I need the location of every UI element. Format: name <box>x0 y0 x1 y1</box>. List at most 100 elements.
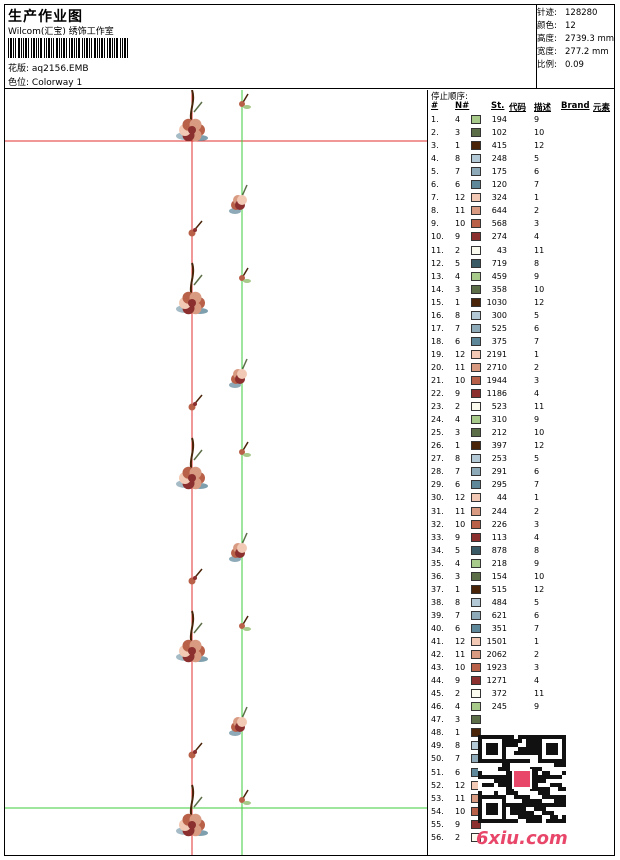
stop-row-index: 37. <box>431 584 444 594</box>
stop-row-stitches: 1030 <box>486 297 507 307</box>
stop-row-stitches: 375 <box>491 336 507 346</box>
stop-row-needle: 2 <box>455 245 461 255</box>
color-swatch <box>471 336 481 346</box>
stop-row-desc: 10 <box>534 571 545 581</box>
large-flower-motif <box>176 90 208 142</box>
stop-row-index: 25. <box>431 428 444 438</box>
stop-row-needle: 10 <box>455 806 466 816</box>
color-swatch <box>471 610 481 620</box>
col-stitches: St. <box>491 101 505 111</box>
pattern-file-line: 花版: aq2156.EMB <box>8 61 89 74</box>
stop-row-desc: 9 <box>534 415 540 425</box>
stop-row-needle: 11 <box>455 650 466 660</box>
colorway-label: 色位: <box>8 78 30 88</box>
header-spec-panel <box>536 4 615 89</box>
stop-row-desc: 10 <box>534 428 545 438</box>
stop-row-needle: 8 <box>455 154 461 164</box>
stop-row-stitches: 245 <box>491 702 507 712</box>
color-swatch <box>471 167 481 177</box>
stop-row-stitches: 43 <box>496 245 507 255</box>
stop-row-index: 20. <box>431 362 444 372</box>
stop-row-stitches: 244 <box>491 506 507 516</box>
color-swatch <box>471 637 481 646</box>
stop-row-desc: 10 <box>534 128 545 138</box>
stop-row-index: 45. <box>431 689 444 699</box>
stop-row-needle: 10 <box>455 663 466 673</box>
colorway-value: Colorway 1 <box>31 78 83 88</box>
color-swatch <box>471 663 481 673</box>
stop-row-index: 6. <box>431 180 439 190</box>
color-swatch <box>471 689 481 699</box>
side-flower-motif <box>229 358 248 388</box>
color-swatch <box>471 154 481 164</box>
stop-row-needle: 8 <box>455 597 461 607</box>
stop-row-needle: 12 <box>455 349 466 359</box>
stop-row-index: 10. <box>431 232 444 242</box>
stop-row-needle: 1 <box>455 441 461 451</box>
stop-row-needle: 6 <box>455 767 461 777</box>
header-info-panel <box>4 4 537 89</box>
stop-row-needle: 3 <box>455 284 461 294</box>
stop-row-stitches: 2710 <box>486 362 507 372</box>
stop-row-index: 33. <box>431 532 444 542</box>
stop-row-needle: 11 <box>455 793 466 803</box>
color-swatch <box>471 441 481 451</box>
stop-row-stitches: 310 <box>491 415 507 425</box>
stop-row-index: 26. <box>431 441 444 451</box>
stop-row-needle: 2 <box>455 689 461 699</box>
color-swatch <box>471 141 481 151</box>
small-sprig-motif <box>188 394 203 411</box>
stop-row-index: 38. <box>431 597 444 607</box>
stop-row-index: 56. <box>431 832 444 842</box>
stop-row-stitches: 120 <box>491 180 507 190</box>
stop-row-needle: 6 <box>455 180 461 190</box>
company-name: Wilcom(汇宝) 绣饰工作室 <box>8 27 114 37</box>
stop-row-stitches: 295 <box>491 480 507 490</box>
color-swatch <box>471 728 481 738</box>
stop-row-index: 52. <box>431 780 444 790</box>
spec-width: 宽度: 277.2 mm <box>537 47 609 57</box>
stop-row-desc: 5 <box>534 597 540 607</box>
stop-row-index: 2. <box>431 128 439 138</box>
color-swatch <box>471 623 481 633</box>
stop-row-stitches: 415 <box>491 141 507 151</box>
stop-row-index: 51. <box>431 767 444 777</box>
stop-row-desc: 8 <box>534 545 540 555</box>
color-swatch <box>471 676 481 686</box>
color-swatch <box>471 115 481 124</box>
stop-row-index: 16. <box>431 310 444 320</box>
stop-row-needle: 3 <box>455 715 461 725</box>
stop-row-desc: 4 <box>534 232 540 242</box>
stop-row-index: 29. <box>431 480 444 490</box>
stop-row-desc: 9 <box>534 115 540 124</box>
stop-row-stitches: 274 <box>491 232 507 242</box>
stop-row-stitches: 154 <box>491 571 507 581</box>
stop-row-index: 7. <box>431 193 439 203</box>
large-flower-motif <box>176 610 208 663</box>
stop-row-desc: 9 <box>534 558 540 568</box>
stop-row-needle: 7 <box>455 754 461 764</box>
col-element: 元素 <box>593 103 611 113</box>
large-flower-motif <box>176 784 208 837</box>
col-number: N# <box>455 101 470 111</box>
spec-colors: 颜色: 12 <box>537 21 576 31</box>
stop-row-index: 50. <box>431 754 444 764</box>
colorway-line: 色位: Colorway 1 <box>8 75 82 88</box>
col-desc: 描述 <box>534 103 552 113</box>
spec-height: 高度: 2739.3 mm <box>537 34 615 44</box>
stop-row-index: 34. <box>431 545 444 555</box>
stop-row-desc: 1 <box>534 637 540 646</box>
stop-row-index: 43. <box>431 663 444 673</box>
stop-row-needle: 5 <box>455 545 461 555</box>
color-swatch <box>471 219 481 229</box>
stop-row-needle: 12 <box>455 637 466 646</box>
stop-row-index: 46. <box>431 702 444 712</box>
stop-row-needle: 12 <box>455 493 466 503</box>
stop-row-needle: 12 <box>455 780 466 790</box>
color-swatch <box>471 362 481 372</box>
color-swatch <box>471 454 481 464</box>
stop-row-stitches: 515 <box>491 584 507 594</box>
stop-row-needle: 6 <box>455 480 461 490</box>
stop-row-needle: 4 <box>455 115 461 124</box>
stop-row-desc: 3 <box>534 219 540 229</box>
